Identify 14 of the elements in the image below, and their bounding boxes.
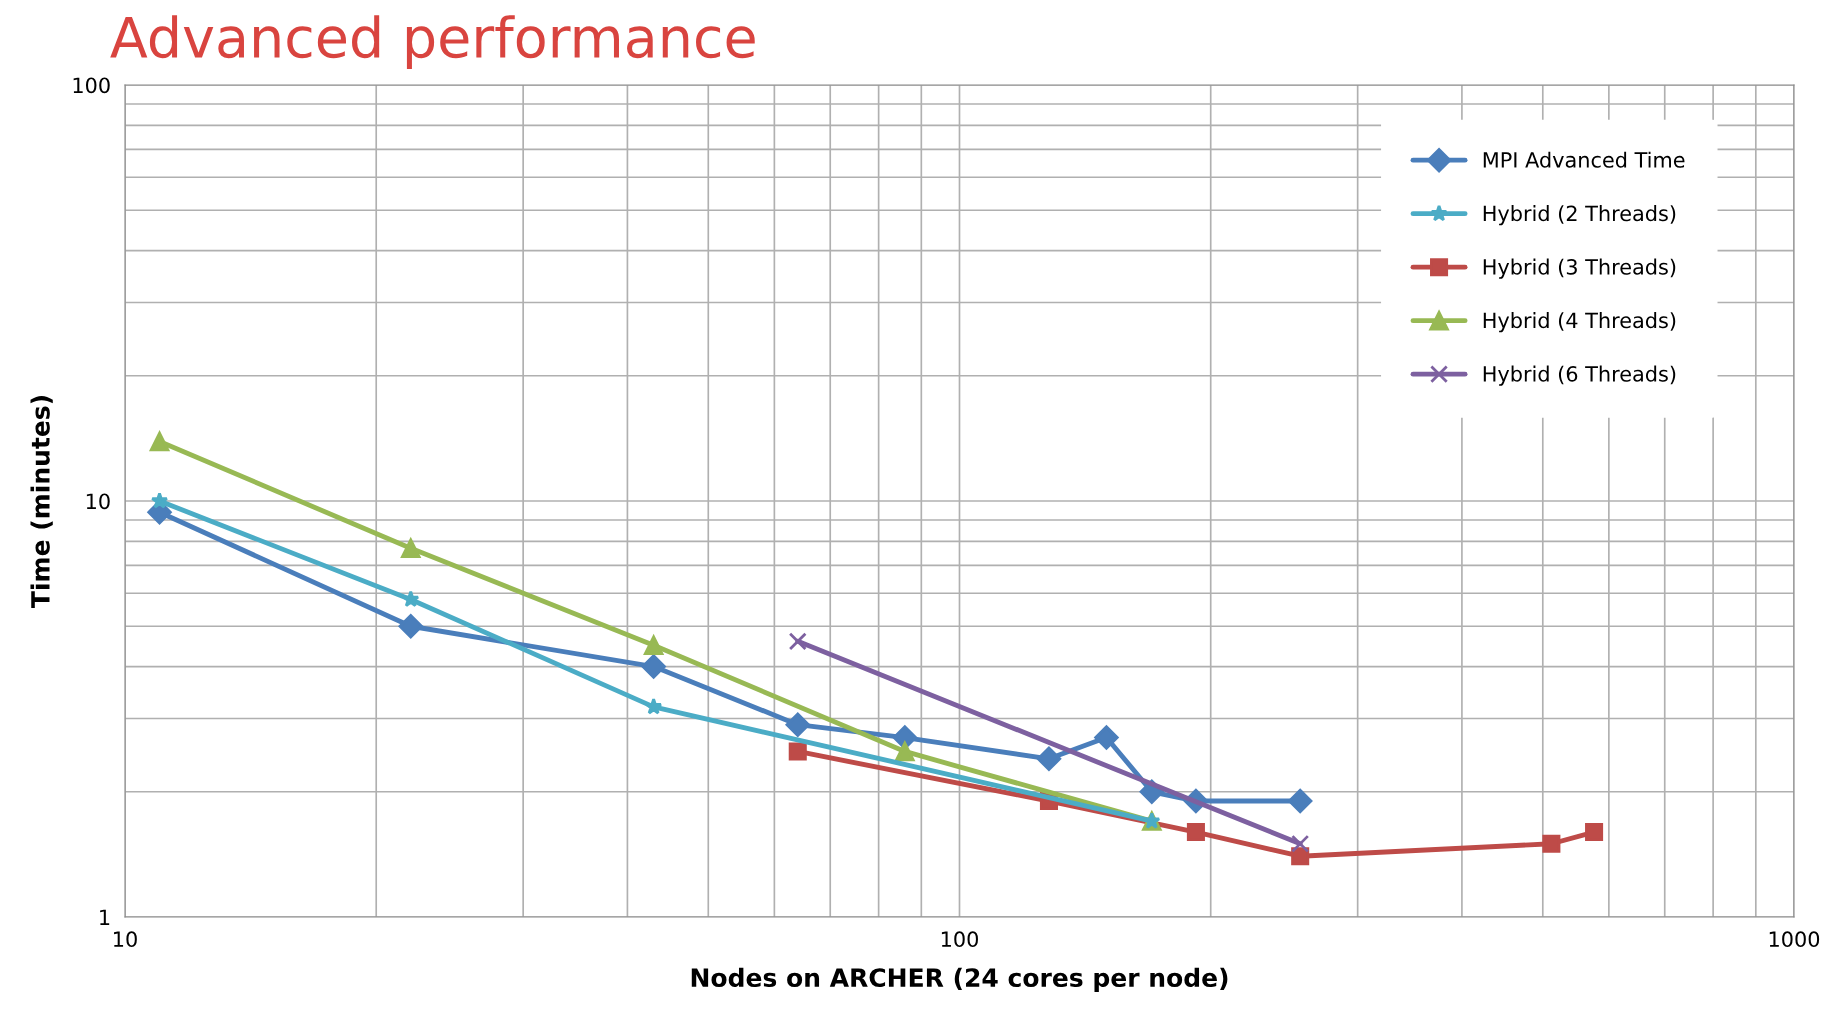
x-tick-label: 100 bbox=[941, 931, 978, 948]
x-tick-label: 1000 bbox=[1769, 931, 1820, 948]
x-tick-label: 10 bbox=[114, 931, 137, 948]
y-axis-title: Time (minutes) bbox=[30, 396, 53, 608]
legend-label: Hybrid (4 Threads) bbox=[1483, 312, 1676, 333]
legend-label: Hybrid (6 Threads) bbox=[1483, 365, 1676, 386]
legend-label: MPI Advanced Time bbox=[1483, 151, 1685, 168]
chart-title: Advanced performance bbox=[110, 15, 755, 69]
legend-label: Hybrid (3 Threads) bbox=[1483, 258, 1676, 279]
legend-label: Hybrid (2 Threads) bbox=[1483, 205, 1676, 226]
y-tick-label: 1 bbox=[100, 909, 110, 925]
y-tick-label: 10 bbox=[86, 493, 110, 510]
y-tick-label: 100 bbox=[73, 77, 110, 94]
x-axis-title: Nodes on ARCHER (24 cores per node) bbox=[691, 967, 1228, 992]
